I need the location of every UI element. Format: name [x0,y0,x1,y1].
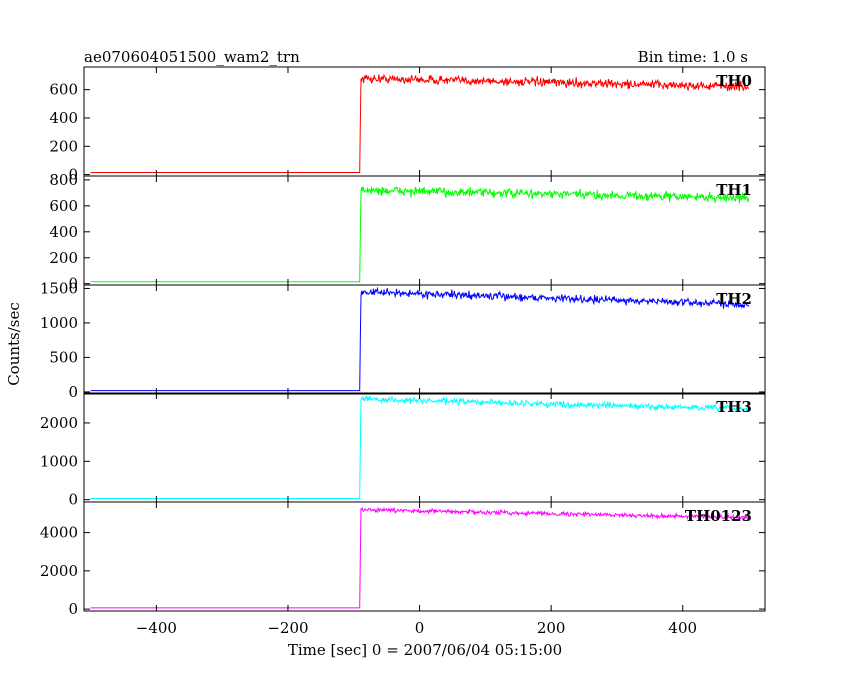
y-tick-label: 200 [49,137,78,155]
series-label-th1: TH1 [716,181,752,199]
bin-time-label: Bin time: 1.0 s [638,48,748,66]
x-tick-label: −200 [267,619,308,637]
series-line-th3 [90,395,749,499]
x-tick-label: 0 [415,619,425,637]
panels-group: 0 200 400 600 TH0 0 200 400 600 800 TH1 0 500 1000 150… [40,66,766,637]
y-tick-label: 0 [68,383,78,401]
y-tick-label: 0 [68,275,78,293]
y-tick-label: 1500 [40,279,78,297]
series-line-th0123 [90,506,749,609]
series-label-th3: TH3 [716,398,752,416]
panel-frame-th2 [83,284,766,395]
y-tick-label: 0 [68,491,78,509]
series-label-th0: TH0 [716,72,752,90]
panel-frame-th0 [83,66,766,177]
y-tick-label: 400 [49,109,78,127]
series-label-th0123: TH0123 [685,507,752,525]
panel-frame-th3 [83,392,766,503]
series-line-th0 [90,73,750,173]
x-tick-label: 200 [537,619,566,637]
series-label-th2: TH2 [716,290,752,308]
y-tick-label: 1000 [40,452,78,470]
y-tick-label: 500 [49,348,78,366]
series-line-th1 [90,186,750,283]
series-line-th2 [90,286,750,392]
y-tick-label: 200 [49,249,78,267]
x-tick-label: 400 [668,619,697,637]
panel-frame-th0123 [83,501,766,612]
y-tick-label: 0 [68,600,78,618]
y-tick-label: 400 [49,223,78,241]
y-tick-label: 0 [68,166,78,184]
y-tick-label: 2000 [40,562,78,580]
y-tick-label: 4000 [40,524,78,542]
y-tick-label: 1000 [40,314,78,332]
y-tick-label: 600 [49,197,78,215]
x-tick-label: −400 [136,619,177,637]
y-tick-label: 2000 [40,414,78,432]
plot-title: ae070604051500_wam2_trn [84,48,300,66]
x-axis-label: Time [sec] 0 = 2007/06/04 05:15:00 [288,641,562,659]
y-tick-label: 600 [49,81,78,99]
y-axis-label: Counts/sec [5,302,23,386]
y-tick-label: 800 [49,171,78,189]
